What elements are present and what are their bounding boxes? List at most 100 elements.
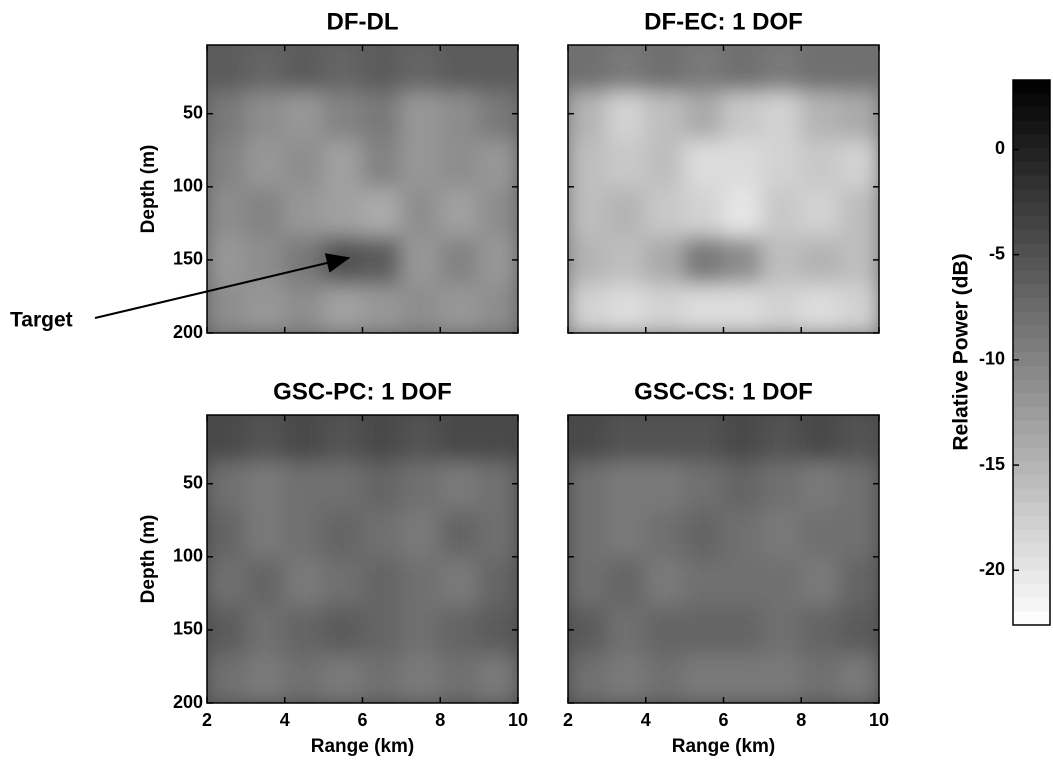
cell — [244, 461, 286, 512]
y-tick-label: 150 — [173, 619, 203, 639]
cell — [800, 284, 842, 333]
cell — [322, 461, 364, 512]
colorbar-tick-label: 0 — [995, 138, 1005, 158]
cell — [439, 606, 481, 657]
y-tick-label: 150 — [173, 249, 203, 269]
cell — [361, 606, 403, 657]
cell — [683, 139, 725, 190]
cell — [839, 509, 879, 560]
cell — [605, 606, 647, 657]
cell — [568, 415, 608, 464]
cell — [400, 188, 442, 239]
cell — [722, 91, 764, 142]
cell — [761, 415, 803, 464]
cell — [800, 415, 842, 464]
cell — [207, 45, 247, 94]
cell — [839, 91, 879, 142]
cell — [722, 654, 764, 703]
cell — [761, 558, 803, 609]
colorbar-swatch — [1013, 134, 1050, 149]
cell — [605, 284, 647, 333]
colorbar-tick-label: -10 — [979, 349, 1005, 369]
heatmap — [207, 45, 518, 333]
cell — [722, 236, 764, 287]
cell — [244, 654, 286, 703]
cell — [439, 139, 481, 190]
cell — [283, 654, 325, 703]
colorbar-frame — [1012, 79, 1051, 626]
cell — [478, 606, 518, 657]
cell — [683, 45, 725, 94]
cell — [400, 139, 442, 190]
cell — [605, 558, 647, 609]
x-tick-label: 10 — [869, 710, 889, 730]
cell — [207, 139, 247, 190]
cell — [478, 509, 518, 560]
cell — [800, 606, 842, 657]
cell — [761, 45, 803, 94]
colorbar-swatch — [1013, 570, 1050, 585]
cell — [439, 284, 481, 333]
cell — [400, 45, 442, 94]
cell — [244, 236, 286, 287]
cell — [722, 188, 764, 239]
x-axis-label: Range (km) — [672, 736, 775, 757]
cell — [800, 509, 842, 560]
cell — [361, 139, 403, 190]
cell — [283, 509, 325, 560]
x-tick-label: 4 — [280, 710, 290, 730]
cell — [761, 139, 803, 190]
cell — [839, 415, 879, 464]
cell — [207, 284, 247, 333]
heatmap — [568, 45, 879, 333]
cell — [644, 45, 686, 94]
cell — [244, 509, 286, 560]
cell — [605, 509, 647, 560]
cell — [439, 509, 481, 560]
cell — [478, 654, 518, 703]
cell — [322, 236, 364, 287]
cell — [644, 188, 686, 239]
cell — [361, 415, 403, 464]
x-tick-label: 4 — [641, 710, 651, 730]
cell — [439, 45, 481, 94]
x-tick-label: 10 — [508, 710, 528, 730]
cell — [361, 188, 403, 239]
cell — [644, 139, 686, 190]
cell — [478, 45, 518, 94]
cell — [439, 415, 481, 464]
cell — [722, 558, 764, 609]
x-tick-label: 2 — [563, 710, 573, 730]
cell — [839, 45, 879, 94]
cell — [800, 188, 842, 239]
cell — [244, 188, 286, 239]
colorbar-swatch — [1013, 298, 1050, 313]
colorbar-tick-label: -5 — [989, 243, 1005, 263]
colorbar-swatch — [1013, 447, 1050, 462]
cell — [605, 654, 647, 703]
cells — [207, 45, 518, 333]
annotation-arrow — [94, 253, 351, 319]
cell — [322, 509, 364, 560]
cell — [283, 606, 325, 657]
cell — [722, 284, 764, 333]
cell — [605, 461, 647, 512]
cells — [568, 45, 879, 333]
y-tick-label: 200 — [173, 692, 203, 712]
cell — [722, 415, 764, 464]
cell — [322, 188, 364, 239]
cell — [244, 45, 286, 94]
colorbar-swatch — [1013, 243, 1050, 258]
cell — [644, 606, 686, 657]
cell — [644, 461, 686, 512]
cell — [283, 558, 325, 609]
cell — [568, 188, 608, 239]
cell — [322, 91, 364, 142]
colorbar-swatch — [1013, 407, 1050, 422]
cell — [400, 606, 442, 657]
colorbar-label: Relative Power (dB) — [950, 253, 973, 450]
cell — [761, 188, 803, 239]
cell — [283, 236, 325, 287]
cell — [207, 415, 247, 464]
